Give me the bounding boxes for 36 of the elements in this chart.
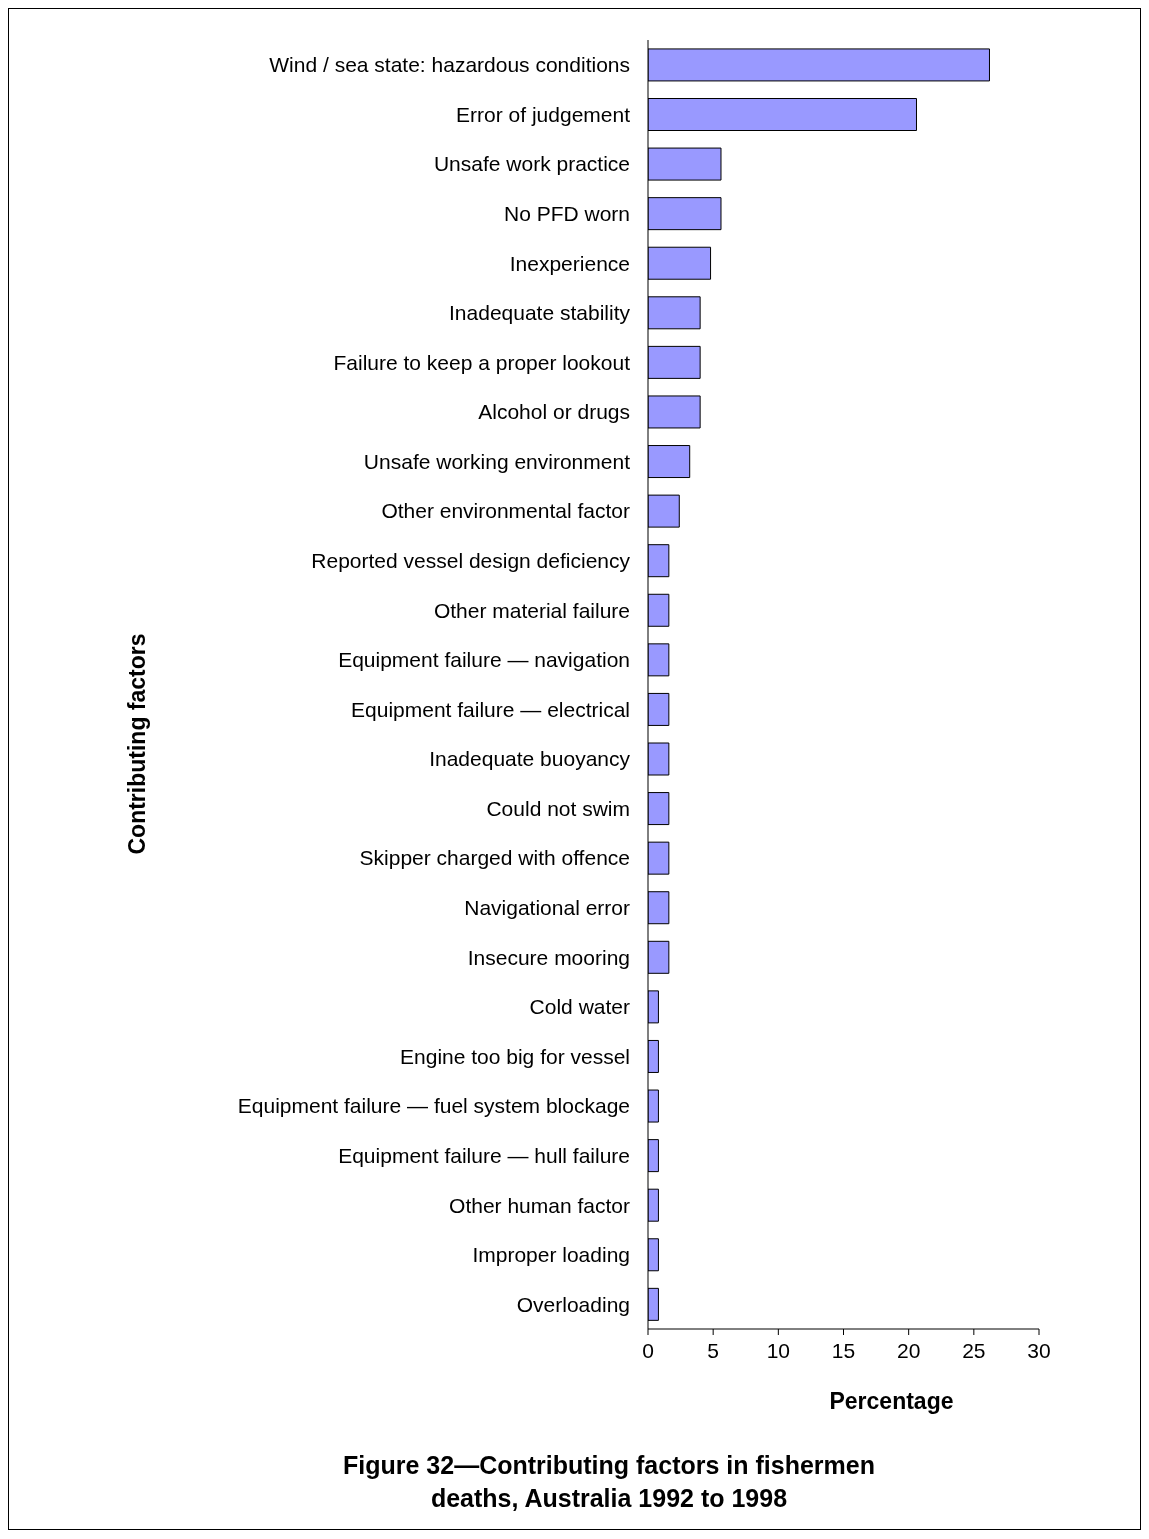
y-tick-label: Unsafe working environment: [363, 449, 631, 473]
y-tick-label: Equipment failure — hull failure: [338, 1143, 630, 1167]
y-tick-label: Alcohol or drugs: [478, 400, 630, 424]
y-axis-title: Contributing factors: [123, 633, 151, 855]
y-tick-label: Cold water: [529, 995, 630, 1019]
y-tick-label: Skipper charged with offence: [359, 846, 630, 870]
y-tick-label: Equipment failure — electrical: [351, 697, 630, 721]
text: Figure 32—Contributing factors in fishermen deaths, Australia 1992 to 1998: [342, 1450, 876, 1514]
x-tick-label: 25: [962, 1338, 986, 1362]
y-tick-label: Error of judgement: [456, 102, 631, 126]
x-axis-title: Percentage: [829, 1388, 954, 1414]
y-tick-label: Other material failure: [433, 598, 630, 622]
x-tick-label: 5: [707, 1338, 720, 1362]
y-tick-label: Inadequate buoyancy: [429, 747, 631, 771]
x-tick-label: 20: [896, 1338, 921, 1362]
y-tick-label: No PFD worn: [503, 201, 630, 225]
y-tick-label: Other human factor: [449, 1193, 630, 1217]
x-tick-label: 0: [642, 1338, 654, 1362]
y-tick-label: Reported vessel design deficiency: [311, 549, 631, 573]
y-tick-label: Overloading: [516, 1292, 630, 1316]
y-tick-label: Failure to keep a proper lookout: [333, 350, 631, 374]
x-tick-label: 10: [766, 1338, 791, 1362]
x-tick-label: 15: [831, 1338, 856, 1362]
y-tick-label: Wind / sea state: hazardous conditions: [269, 53, 630, 77]
x-tick-label: 30: [1027, 1338, 1051, 1362]
y-tick-label: Other environmental factor: [381, 499, 630, 523]
y-tick-label: Equipment failure — fuel system blockage: [237, 1094, 630, 1118]
y-tick-label: Unsafe work practice: [433, 152, 630, 176]
y-tick-label: Could not swim: [486, 796, 630, 820]
y-tick-label: Inadequate stability: [449, 301, 631, 325]
y-tick-label: Insecure mooring: [467, 945, 630, 969]
y-tick-label: Engine too big for vessel: [400, 1044, 630, 1068]
y-tick-label: Inexperience: [509, 251, 630, 275]
y-tick-label: Equipment failure — navigation: [338, 648, 630, 672]
y-tick-label: Improper loading: [472, 1243, 630, 1267]
y-tick-label: Navigational error: [464, 896, 630, 920]
